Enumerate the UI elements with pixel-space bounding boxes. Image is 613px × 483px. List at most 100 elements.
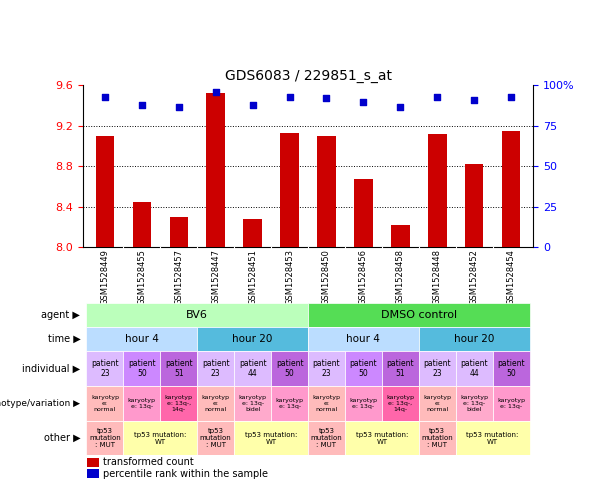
Bar (382, 386, 419, 421)
Bar (455, 351, 493, 386)
Bar (197, 327, 308, 351)
Text: GSM1528456: GSM1528456 (359, 249, 368, 305)
Bar (271, 351, 308, 386)
Bar (96, 136, 114, 247)
Point (284, 93, 294, 100)
Bar (161, 351, 197, 386)
Bar (345, 351, 382, 386)
Text: patient
23: patient 23 (313, 359, 340, 378)
Bar (132, 202, 151, 247)
Bar (123, 386, 161, 421)
Bar (382, 351, 419, 386)
Bar (428, 134, 446, 247)
Text: DMSO control: DMSO control (381, 310, 457, 320)
Text: karyotyp
e: 13q-,
14q-: karyotyp e: 13q-, 14q- (165, 395, 192, 412)
Bar (308, 386, 345, 421)
Text: karyotyp
e: 13q-: karyotyp e: 13q- (497, 398, 525, 409)
Text: GSM1528455: GSM1528455 (137, 249, 147, 305)
Bar (493, 386, 530, 421)
Text: karyotyp
e: 13q-: karyotyp e: 13q- (276, 398, 303, 409)
Point (100, 93, 110, 100)
Text: GSM1528451: GSM1528451 (248, 249, 257, 305)
Text: patient
44: patient 44 (239, 359, 267, 378)
Bar (280, 133, 299, 247)
Text: time ▶: time ▶ (48, 334, 80, 344)
Bar (345, 386, 382, 421)
Point (211, 88, 221, 96)
Bar (243, 219, 262, 247)
Text: tp53 mutation:
WT: tp53 mutation: WT (466, 432, 519, 444)
Bar (419, 327, 530, 351)
Text: karyotyp
e: 13q-
bidel: karyotyp e: 13q- bidel (460, 395, 488, 412)
Point (359, 98, 368, 106)
Bar (86, 303, 308, 327)
Text: BV6: BV6 (186, 310, 208, 320)
Text: karyotyp
e: 13q-: karyotyp e: 13q- (349, 398, 378, 409)
Text: karyotyp
e:
normal: karyotyp e: normal (202, 395, 230, 412)
Bar (87, 469, 99, 478)
Point (174, 103, 184, 111)
Bar (271, 386, 308, 421)
Bar (354, 179, 373, 247)
Text: tp53
mutation
: MUT: tp53 mutation : MUT (89, 428, 121, 448)
Text: GSM1528454: GSM1528454 (507, 249, 516, 305)
Text: GSM1528452: GSM1528452 (470, 249, 479, 305)
Text: tp53 mutation:
WT: tp53 mutation: WT (356, 432, 408, 444)
Text: tp53 mutation:
WT: tp53 mutation: WT (134, 432, 186, 444)
Point (322, 95, 332, 102)
Bar (455, 386, 493, 421)
Text: patient
50: patient 50 (128, 359, 156, 378)
Text: GSM1528449: GSM1528449 (101, 249, 109, 305)
Bar (465, 164, 484, 247)
Bar (502, 131, 520, 247)
Point (248, 101, 257, 109)
Text: percentile rank within the sample: percentile rank within the sample (103, 469, 268, 479)
Text: patient
23: patient 23 (202, 359, 229, 378)
Text: GSM1528448: GSM1528448 (433, 249, 442, 305)
Bar (86, 386, 123, 421)
Text: hour 4: hour 4 (125, 334, 159, 344)
Text: GSM1528457: GSM1528457 (174, 249, 183, 305)
Bar (170, 217, 188, 247)
Bar (234, 386, 271, 421)
Bar (308, 303, 530, 327)
Text: karyotyp
e: 13q-: karyotyp e: 13q- (128, 398, 156, 409)
Point (137, 101, 147, 109)
Bar (455, 421, 530, 455)
Bar (207, 93, 225, 247)
Bar (86, 351, 123, 386)
Text: transformed count: transformed count (103, 457, 194, 467)
Text: patient
44: patient 44 (460, 359, 488, 378)
Bar (86, 327, 197, 351)
Text: patient
51: patient 51 (165, 359, 192, 378)
Text: agent ▶: agent ▶ (42, 310, 80, 320)
Text: karyotyp
e:
normal: karyotyp e: normal (424, 395, 451, 412)
Bar (308, 421, 345, 455)
Bar (123, 421, 197, 455)
Text: karyotyp
e: 13q-
bidel: karyotyp e: 13q- bidel (238, 395, 267, 412)
Text: individual ▶: individual ▶ (22, 364, 80, 373)
Bar (197, 386, 234, 421)
Bar (197, 421, 234, 455)
Bar (308, 351, 345, 386)
Point (470, 96, 479, 104)
Text: hour 4: hour 4 (346, 334, 380, 344)
Text: karyotyp
e:
normal: karyotyp e: normal (313, 395, 340, 412)
Bar (419, 351, 455, 386)
Text: patient
23: patient 23 (424, 359, 451, 378)
Text: patient
50: patient 50 (349, 359, 377, 378)
Text: hour 20: hour 20 (454, 334, 495, 344)
Bar (493, 351, 530, 386)
Bar (161, 386, 197, 421)
Bar (234, 421, 308, 455)
Text: patient
50: patient 50 (276, 359, 303, 378)
Text: patient
51: patient 51 (387, 359, 414, 378)
Text: tp53
mutation
: MUT: tp53 mutation : MUT (200, 428, 232, 448)
Bar (419, 386, 455, 421)
Text: patient
50: patient 50 (497, 359, 525, 378)
Bar (391, 225, 409, 247)
Bar (234, 351, 271, 386)
Text: tp53
mutation
: MUT: tp53 mutation : MUT (311, 428, 343, 448)
Text: GSM1528458: GSM1528458 (396, 249, 405, 305)
Text: tp53 mutation:
WT: tp53 mutation: WT (245, 432, 297, 444)
